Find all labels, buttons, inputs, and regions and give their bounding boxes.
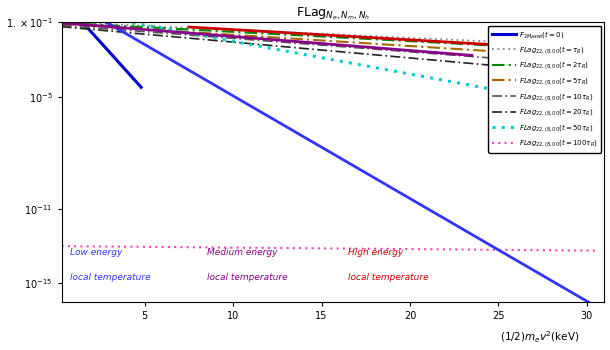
$F_{2Maxwl}(t=0)$: [115, 61, 123, 65]
$F_{2Maxwl}(t=0)$: [68, 8, 75, 12]
Text: local temperature: local temperature: [207, 273, 287, 282]
$FLag_{22,(8,00}(t=50\tau_R)$: [274, 47, 281, 51]
$FLag_{22,(8,00}(t=50\tau_R)$: [592, 106, 599, 110]
$FLag_{22,(8,00}(t=20\tau_R)$: [592, 72, 599, 77]
$F_{2Maxwl}(t=0)$: [58, 0, 65, 1]
Line: $FLag_{22,(8,00}(t=5\tau_R)$: $FLag_{22,(8,00}(t=5\tau_R)$: [62, 24, 595, 58]
$FLag_{22,(8,00}(t=5\tau_R)$: [122, 26, 129, 30]
$FLag_{22,(8,00}(t=2\tau_R)$: [270, 32, 277, 36]
$FLag_{22,(8,00}(t=10\tau_R)$: [270, 39, 277, 43]
$FLag_{22,(8,00}(t=\tau_R)$: [122, 23, 129, 27]
$FLag_{22,(8,00}(t=10\tau_R)$: [446, 53, 453, 57]
Text: Medium energy: Medium energy: [207, 248, 277, 258]
$FLag_{22,(8,00}(t=20\tau_R)$: [446, 60, 453, 64]
$FLag_{22,(8,00}(t=\tau_R)$: [270, 29, 277, 34]
$FLag_{22,(8,00}(t=100\tau_R)$: [270, 246, 277, 250]
Text: Low energy: Low energy: [70, 248, 123, 258]
$FLag_{22,(8,00}(t=20\tau_R)$: [270, 44, 277, 48]
$FLag_{22,(8,00}(t=20\tau_R)$: [122, 30, 129, 35]
$FLag_{22,(8,00}(t=100\tau_R)$: [443, 247, 451, 252]
$FLag_{22,(8,00}(t=10\tau_R)$: [394, 49, 401, 53]
$FLag_{22,(8,00}(t=2\tau_R)$: [446, 41, 453, 46]
Text: local temperature: local temperature: [348, 273, 429, 282]
$FLag_{22,(8,00}(t=2\tau_R)$: [58, 21, 65, 25]
$FLag_{22,(8,00}(t=50\tau_R)$: [417, 74, 424, 78]
$FLag_{22,(8,00}(t=2\tau_R)$: [592, 49, 599, 53]
Title: FLag$_{N_e,N_m,N_h}$: FLag$_{N_e,N_m,N_h}$: [296, 6, 370, 22]
$FLag_{22,(8,00}(t=2\tau_R)$: [443, 41, 451, 45]
$FLag_{22,(8,00}(t=10\tau_R)$: [122, 28, 129, 32]
$FLag_{22,(8,00}(t=5\tau_R)$: [394, 43, 401, 47]
$FLag_{22,(8,00}(t=100\tau_R)$: [394, 247, 401, 251]
Line: $FLag_{22,(8,00}(t=50\tau_R)$: $FLag_{22,(8,00}(t=50\tau_R)$: [123, 21, 595, 108]
$FLag_{22,(8,00}(t=50\tau_R)$: [307, 54, 314, 58]
$FLag_{22,(8,00}(t=20\tau_R)$: [58, 25, 65, 29]
$FLag_{22,(8,00}(t=50\tau_R)$: [120, 19, 127, 23]
$FLag_{22,(8,00}(t=5\tau_R)$: [446, 47, 453, 51]
Text: High energy: High energy: [348, 248, 403, 258]
Legend: $F_{2Maxwl}(t=0)$, $FLag_{22,(8,00}(t=\tau_R)$, $FLag_{22,(8,00}(t=2\tau_R)$, $F: $F_{2Maxwl}(t=0)$, $FLag_{22,(8,00}(t=\t…: [488, 26, 601, 153]
$FLag_{22,(8,00}(t=2\tau_R)$: [122, 24, 129, 28]
$FLag_{22,(8,00}(t=50\tau_R)$: [463, 82, 470, 86]
$FLag_{22,(8,00}(t=100\tau_R)$: [58, 244, 65, 248]
$FLag_{22,(8,00}(t=2\tau_R)$: [232, 30, 239, 34]
$F_{2Maxwl}(t=0)$: [84, 26, 91, 30]
$FLag_{22,(8,00}(t=\tau_R)$: [592, 44, 599, 48]
$FLag_{22,(8,00}(t=10\tau_R)$: [592, 64, 599, 68]
$F_{2Maxwl}(t=0)$: [90, 32, 97, 36]
$FLag_{22,(8,00}(t=\tau_R)$: [446, 37, 453, 42]
$FLag_{22,(8,00}(t=100\tau_R)$: [122, 245, 129, 249]
$FLag_{22,(8,00}(t=5\tau_R)$: [592, 56, 599, 60]
$FLag_{22,(8,00}(t=50\tau_R)$: [461, 82, 468, 86]
$FLag_{22,(8,00}(t=100\tau_R)$: [446, 247, 453, 252]
$FLag_{22,(8,00}(t=5\tau_R)$: [270, 35, 277, 40]
$FLag_{22,(8,00}(t=10\tau_R)$: [58, 23, 65, 27]
$F_{2Maxwl}(t=0)$: [116, 61, 123, 65]
Line: $FLag_{22,(8,00}(t=20\tau_R)$: $FLag_{22,(8,00}(t=20\tau_R)$: [62, 27, 595, 75]
Line: $FLag_{22,(8,00}(t=10\tau_R)$: $FLag_{22,(8,00}(t=10\tau_R)$: [62, 25, 595, 66]
$FLag_{22,(8,00}(t=20\tau_R)$: [394, 55, 401, 59]
$FLag_{22,(8,00}(t=\tau_R)$: [232, 28, 239, 32]
Line: $F_{2Maxwl}(t=0)$: $F_{2Maxwl}(t=0)$: [62, 0, 141, 87]
$FLag_{22,(8,00}(t=50\tau_R)$: [177, 29, 184, 34]
$FLag_{22,(8,00}(t=10\tau_R)$: [232, 36, 239, 41]
$FLag_{22,(8,00}(t=2\tau_R)$: [394, 38, 401, 43]
Line: $FLag_{22,(8,00}(t=2\tau_R)$: $FLag_{22,(8,00}(t=2\tau_R)$: [62, 23, 595, 51]
$FLag_{22,(8,00}(t=10\tau_R)$: [443, 52, 451, 57]
$FLag_{22,(8,00}(t=5\tau_R)$: [443, 46, 451, 50]
$FLag_{22,(8,00}(t=5\tau_R)$: [58, 22, 65, 26]
$F_{2Maxwl}(t=0)$: [108, 52, 115, 57]
$FLag_{22,(8,00}(t=100\tau_R)$: [232, 245, 239, 250]
$FLag_{22,(8,00}(t=\tau_R)$: [443, 37, 451, 42]
Line: $FLag_{22,(8,00}(t=100\tau_R)$: $FLag_{22,(8,00}(t=100\tau_R)$: [62, 246, 595, 251]
$FLag_{22,(8,00}(t=\tau_R)$: [394, 35, 401, 39]
$FLag_{22,(8,00}(t=20\tau_R)$: [232, 40, 239, 44]
$FLag_{22,(8,00}(t=100\tau_R)$: [592, 248, 599, 253]
$FLag_{22,(8,00}(t=20\tau_R)$: [443, 59, 451, 63]
X-axis label: $(1/2)m_ev^2$(keV): $(1/2)m_ev^2$(keV): [500, 330, 579, 345]
$F_{2Maxwl}(t=0)$: [137, 85, 145, 89]
Line: $FLag_{22,(8,00}(t=\tau_R)$: $FLag_{22,(8,00}(t=\tau_R)$: [62, 22, 595, 46]
$FLag_{22,(8,00}(t=5\tau_R)$: [232, 33, 239, 37]
Text: local temperature: local temperature: [70, 273, 151, 282]
$FLag_{22,(8,00}(t=\tau_R)$: [58, 20, 65, 24]
